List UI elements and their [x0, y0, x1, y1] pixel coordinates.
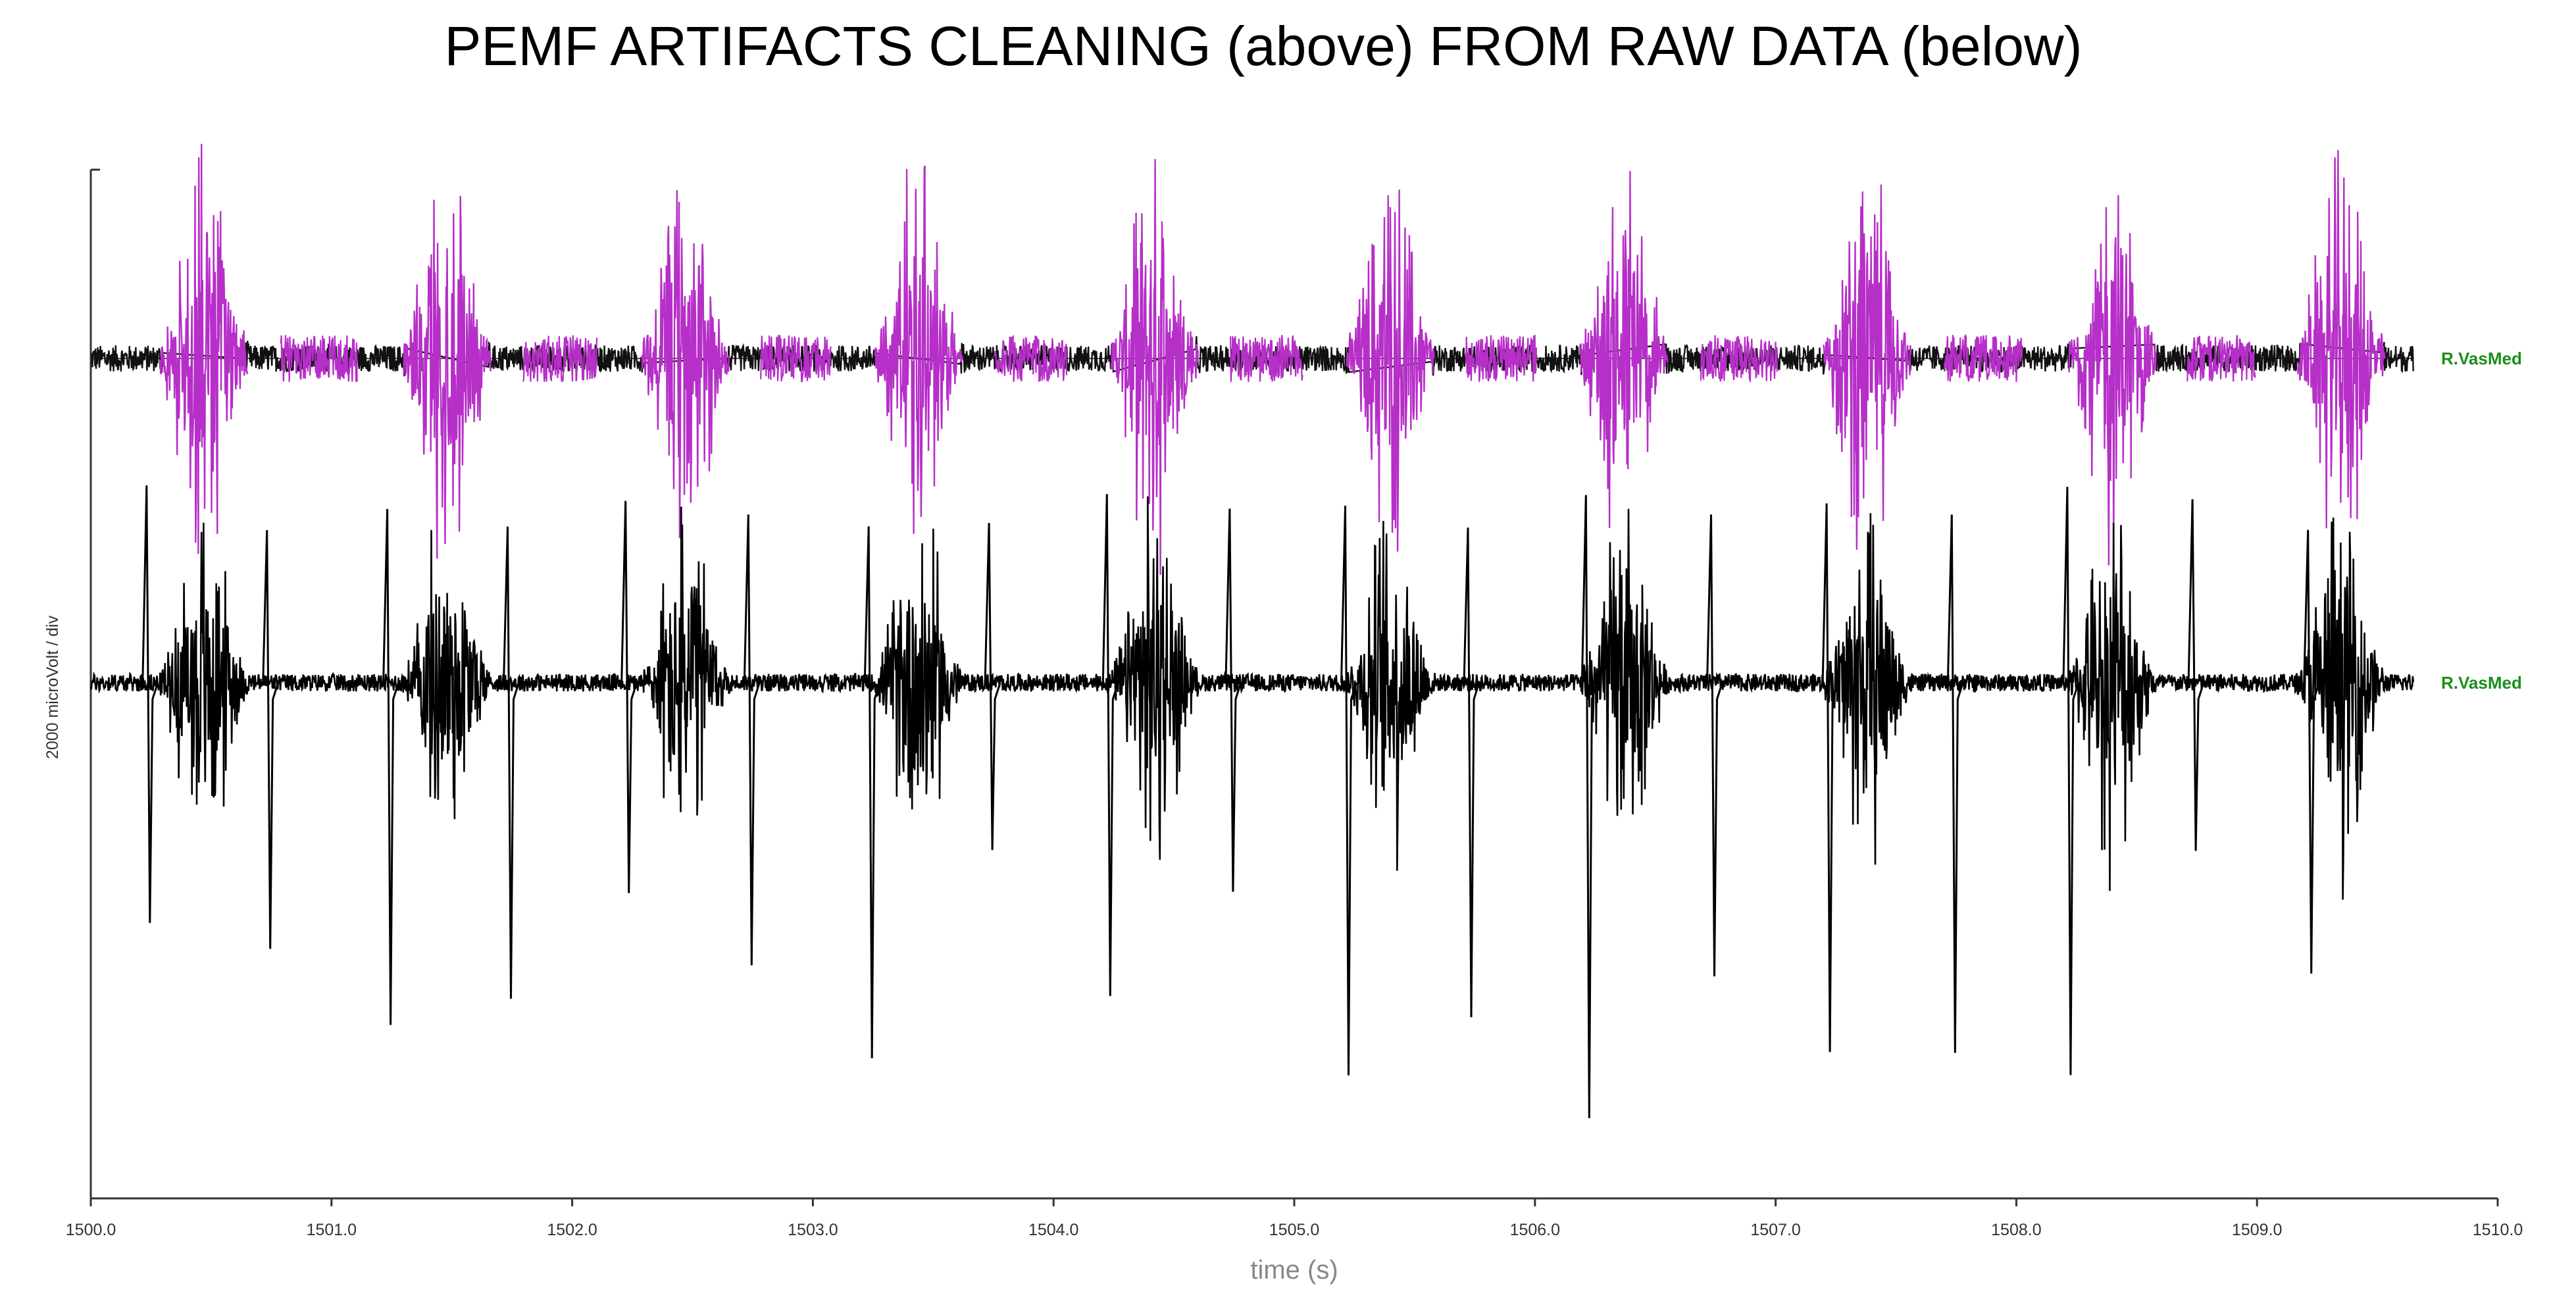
y-axis-label: 2000 microVolt / div	[43, 615, 62, 759]
cleaned-trace-burst	[2068, 195, 2157, 566]
artifact-spike	[1463, 528, 1480, 1018]
cleaned-trace-burst	[403, 195, 492, 559]
cleaned-trace-interburst	[280, 335, 358, 382]
x-tick-label: 1504.0	[1028, 1221, 1078, 1239]
chart-title: PEMF ARTIFACTS CLEANING (above) FROM RAW…	[444, 15, 2083, 77]
cleaned-trace-interburst	[1943, 333, 2023, 382]
x-tick-label: 1506.0	[1510, 1221, 1560, 1239]
artifact-spike	[863, 526, 881, 1059]
artifact-spike	[2187, 499, 2205, 851]
x-tick-label: 1505.0	[1269, 1221, 1319, 1239]
artifact-spike	[620, 501, 638, 893]
x-tick-label: 1510.0	[2473, 1221, 2523, 1239]
artifact-spike	[141, 485, 159, 923]
cleaned-trace-interburst	[760, 335, 832, 383]
cleaned-trace-burst	[1110, 159, 1199, 576]
artifact-spike	[1946, 514, 1964, 1053]
x-tick-label: 1502.0	[547, 1221, 597, 1239]
cleaned-trace-interburst	[1230, 335, 1303, 382]
x-tick-label: 1509.0	[2232, 1221, 2282, 1239]
x-tick-label: 1503.0	[788, 1221, 838, 1239]
cleaned-trace-interburst	[1465, 335, 1538, 382]
cleaned-trace-burst	[1823, 184, 1912, 550]
artifact-spike	[382, 508, 400, 1025]
cleaned-trace-interburst	[2186, 335, 2256, 382]
cleaned-trace-interburst	[994, 334, 1068, 382]
cleaned-trace-burst	[874, 165, 963, 534]
cleaned-trace-burst	[1579, 170, 1669, 528]
artifact-spike	[1101, 494, 1119, 996]
cleaned-trace-burst	[641, 189, 730, 539]
x-tick-label: 1501.0	[307, 1221, 357, 1239]
x-axis-label: time (s)	[1250, 1256, 1338, 1285]
artifact-spike	[1821, 503, 1839, 1052]
cleaned-trace-interburst	[522, 335, 598, 382]
artifact-spike	[743, 514, 761, 966]
cleaned-trace-interburst	[1700, 335, 1778, 383]
artifact-spike	[2062, 487, 2080, 1075]
channel-label-cleaned: R.VasMed	[2441, 349, 2522, 368]
x-tick-label: 1508.0	[1991, 1221, 2041, 1239]
x-tick-label: 1500.0	[66, 1221, 116, 1239]
x-tick-label: 1507.0	[1750, 1221, 1800, 1239]
artifact-spike	[1706, 514, 1723, 977]
artifact-spike	[984, 523, 1001, 850]
artifact-spike	[262, 529, 280, 949]
raw-trace	[89, 496, 2414, 900]
channel-label-raw: R.VasMed	[2441, 673, 2522, 693]
artifact-spike	[1225, 508, 1242, 892]
axes: 1500.0 1501.0 1502.0 1503.0 1504.0 1505.0 1506…	[43, 168, 2523, 1285]
labels: R.VasMed R.VasMed	[2441, 349, 2522, 693]
cleaned-trace-burst	[1346, 189, 1435, 552]
artifact-spike	[2303, 529, 2321, 974]
artifact-spike	[1580, 495, 1598, 1119]
cleaned-trace-burst	[159, 143, 249, 554]
cleaned-trace-burst	[2297, 150, 2386, 529]
artifact-spike	[1340, 505, 1357, 1076]
artifact-spike	[503, 526, 520, 999]
traces	[89, 143, 2414, 1119]
